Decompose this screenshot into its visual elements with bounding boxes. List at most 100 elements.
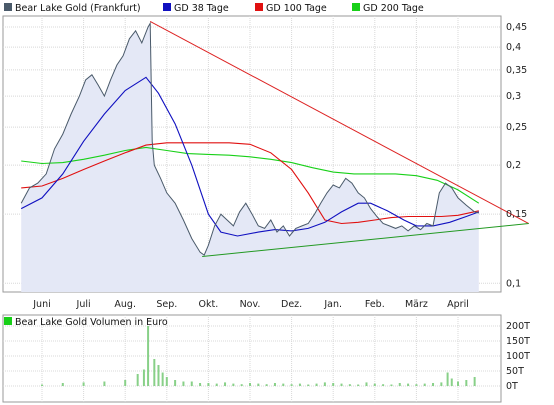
volume-bar <box>348 384 351 386</box>
volume-bar <box>290 384 293 386</box>
volume-bar <box>136 374 139 386</box>
x-tick-label: April <box>447 299 469 310</box>
volume-bar <box>240 384 243 386</box>
price-y-tick-label: 0,25 <box>506 122 527 133</box>
x-tick-label: Sep. <box>156 299 177 310</box>
volume-bar <box>61 383 64 386</box>
volume-bar <box>165 377 168 386</box>
x-tick-label: Okt. <box>199 299 219 310</box>
volume-y-tick-label: 0T <box>506 381 518 392</box>
price-y-axis-ticks: 0,45 0,4 0,35 0,3 0,25 0,2 0,15 0,1 <box>506 22 527 289</box>
volume-bar <box>365 382 368 386</box>
volume-bar <box>41 384 43 386</box>
volume-bar <box>265 384 268 386</box>
volume-bar <box>315 383 318 386</box>
volume-bar <box>232 383 235 386</box>
volume-bar <box>124 380 127 386</box>
volume-bar <box>153 359 156 386</box>
volume-bar <box>457 381 459 386</box>
volume-bar <box>182 381 185 386</box>
volume-bar <box>199 383 202 386</box>
volume-bar <box>465 380 468 386</box>
volume-bar <box>323 382 326 386</box>
price-y-tick-label: 0,1 <box>506 278 521 289</box>
price-area-fill <box>21 23 479 293</box>
volume-bar <box>161 372 164 386</box>
price-line <box>20 21 479 256</box>
volume-bar <box>432 383 435 386</box>
volume-bar <box>147 326 150 386</box>
price-y-tick-label: 0,4 <box>506 42 521 53</box>
volume-bars <box>41 326 476 386</box>
x-tick-label: Juni <box>32 299 50 310</box>
volume-bar <box>224 382 227 386</box>
x-tick-label: Jan. <box>323 299 342 310</box>
volume-bar <box>450 378 453 386</box>
x-tick-label: März <box>405 299 428 310</box>
volume-bar <box>446 372 449 386</box>
volume-bar <box>174 380 177 386</box>
price-y-tick-label: 0,3 <box>506 91 521 102</box>
x-tick-label: Dez. <box>281 299 302 310</box>
legend-price-label: Bear Lake Gold (Frankfurt) <box>15 3 141 14</box>
trendlines <box>149 20 529 258</box>
volume-panel: 200T 150T 100T 50T 0T Bear Lake Gold Volumen… <box>2 314 530 403</box>
volume-bar <box>298 383 301 386</box>
volume-bar <box>440 382 443 386</box>
volume-bar <box>157 365 160 386</box>
volume-bar <box>407 383 410 386</box>
price-y-tick-label: 0,35 <box>506 65 527 76</box>
price-legend: Bear Lake Gold (Frankfurt) GD 38 Tage GD… <box>0 0 554 14</box>
volume-bar <box>190 381 193 386</box>
price-y-tick-label: 0,15 <box>506 209 527 220</box>
price-lines <box>20 21 480 256</box>
volume-bar <box>473 377 476 386</box>
x-tick-label: Juli <box>76 299 91 310</box>
legend-gd38-label: GD 38 Tage <box>174 3 229 14</box>
x-axis-ticks: Juni Juli Aug. Sep. Okt. Nov. Dez. Jan. Feb. März… <box>32 299 469 310</box>
volume-y-tick-label: 150T <box>506 336 530 347</box>
volume-bar <box>390 384 393 386</box>
legend-swatch-gd200 <box>352 3 360 11</box>
volume-y-axis-ticks: 200T 150T 100T 50T 0T <box>506 321 530 392</box>
lower-trendline <box>202 223 529 258</box>
volume-bar <box>382 384 385 386</box>
x-tick-label: Feb. <box>365 299 385 310</box>
volume-bar <box>82 382 85 386</box>
legend-swatch-gd38 <box>163 3 171 11</box>
volume-y-tick-label: 200T <box>506 321 530 332</box>
volume-bar <box>357 384 360 386</box>
price-y-tick-label: 0,2 <box>506 160 521 171</box>
volume-bar <box>423 383 426 386</box>
volume-bar <box>332 383 335 386</box>
legend-volume-label: Bear Lake Gold Volumen in Euro <box>15 317 168 328</box>
volume-bar <box>307 384 310 386</box>
volume-bar <box>340 383 343 386</box>
upper-trendline <box>149 20 529 224</box>
volume-bar <box>215 383 218 386</box>
legend-swatch-gd100 <box>255 3 263 11</box>
legend-swatch-volume <box>4 317 12 325</box>
legend-swatch-price <box>4 3 12 11</box>
x-tick-label: Aug. <box>114 299 136 310</box>
price-panel: 0,45 0,4 0,35 0,3 0,25 0,2 0,15 0,1 Juni Juli Aug… <box>0 0 554 310</box>
volume-y-tick-label: 100T <box>506 351 530 362</box>
gd200-line <box>21 146 480 204</box>
volume-bar <box>373 383 376 386</box>
price-y-tick-label: 0,45 <box>506 22 527 33</box>
gd38-line <box>20 76 479 237</box>
volume-y-tick-label: 50T <box>506 366 524 377</box>
volume-vertical-gridlines <box>41 315 459 402</box>
volume-bar <box>207 383 210 386</box>
volume-bar <box>257 383 260 386</box>
legend-gd200-label: GD 200 Tage <box>363 3 424 14</box>
x-tick-label: Nov. <box>240 299 261 310</box>
volume-bar <box>415 384 418 386</box>
volume-plot-area <box>2 314 502 403</box>
gd100-line <box>21 142 479 225</box>
volume-bar <box>103 381 106 386</box>
volume-bar <box>142 369 145 386</box>
volume-bar <box>398 383 401 386</box>
volume-bar <box>282 383 285 386</box>
